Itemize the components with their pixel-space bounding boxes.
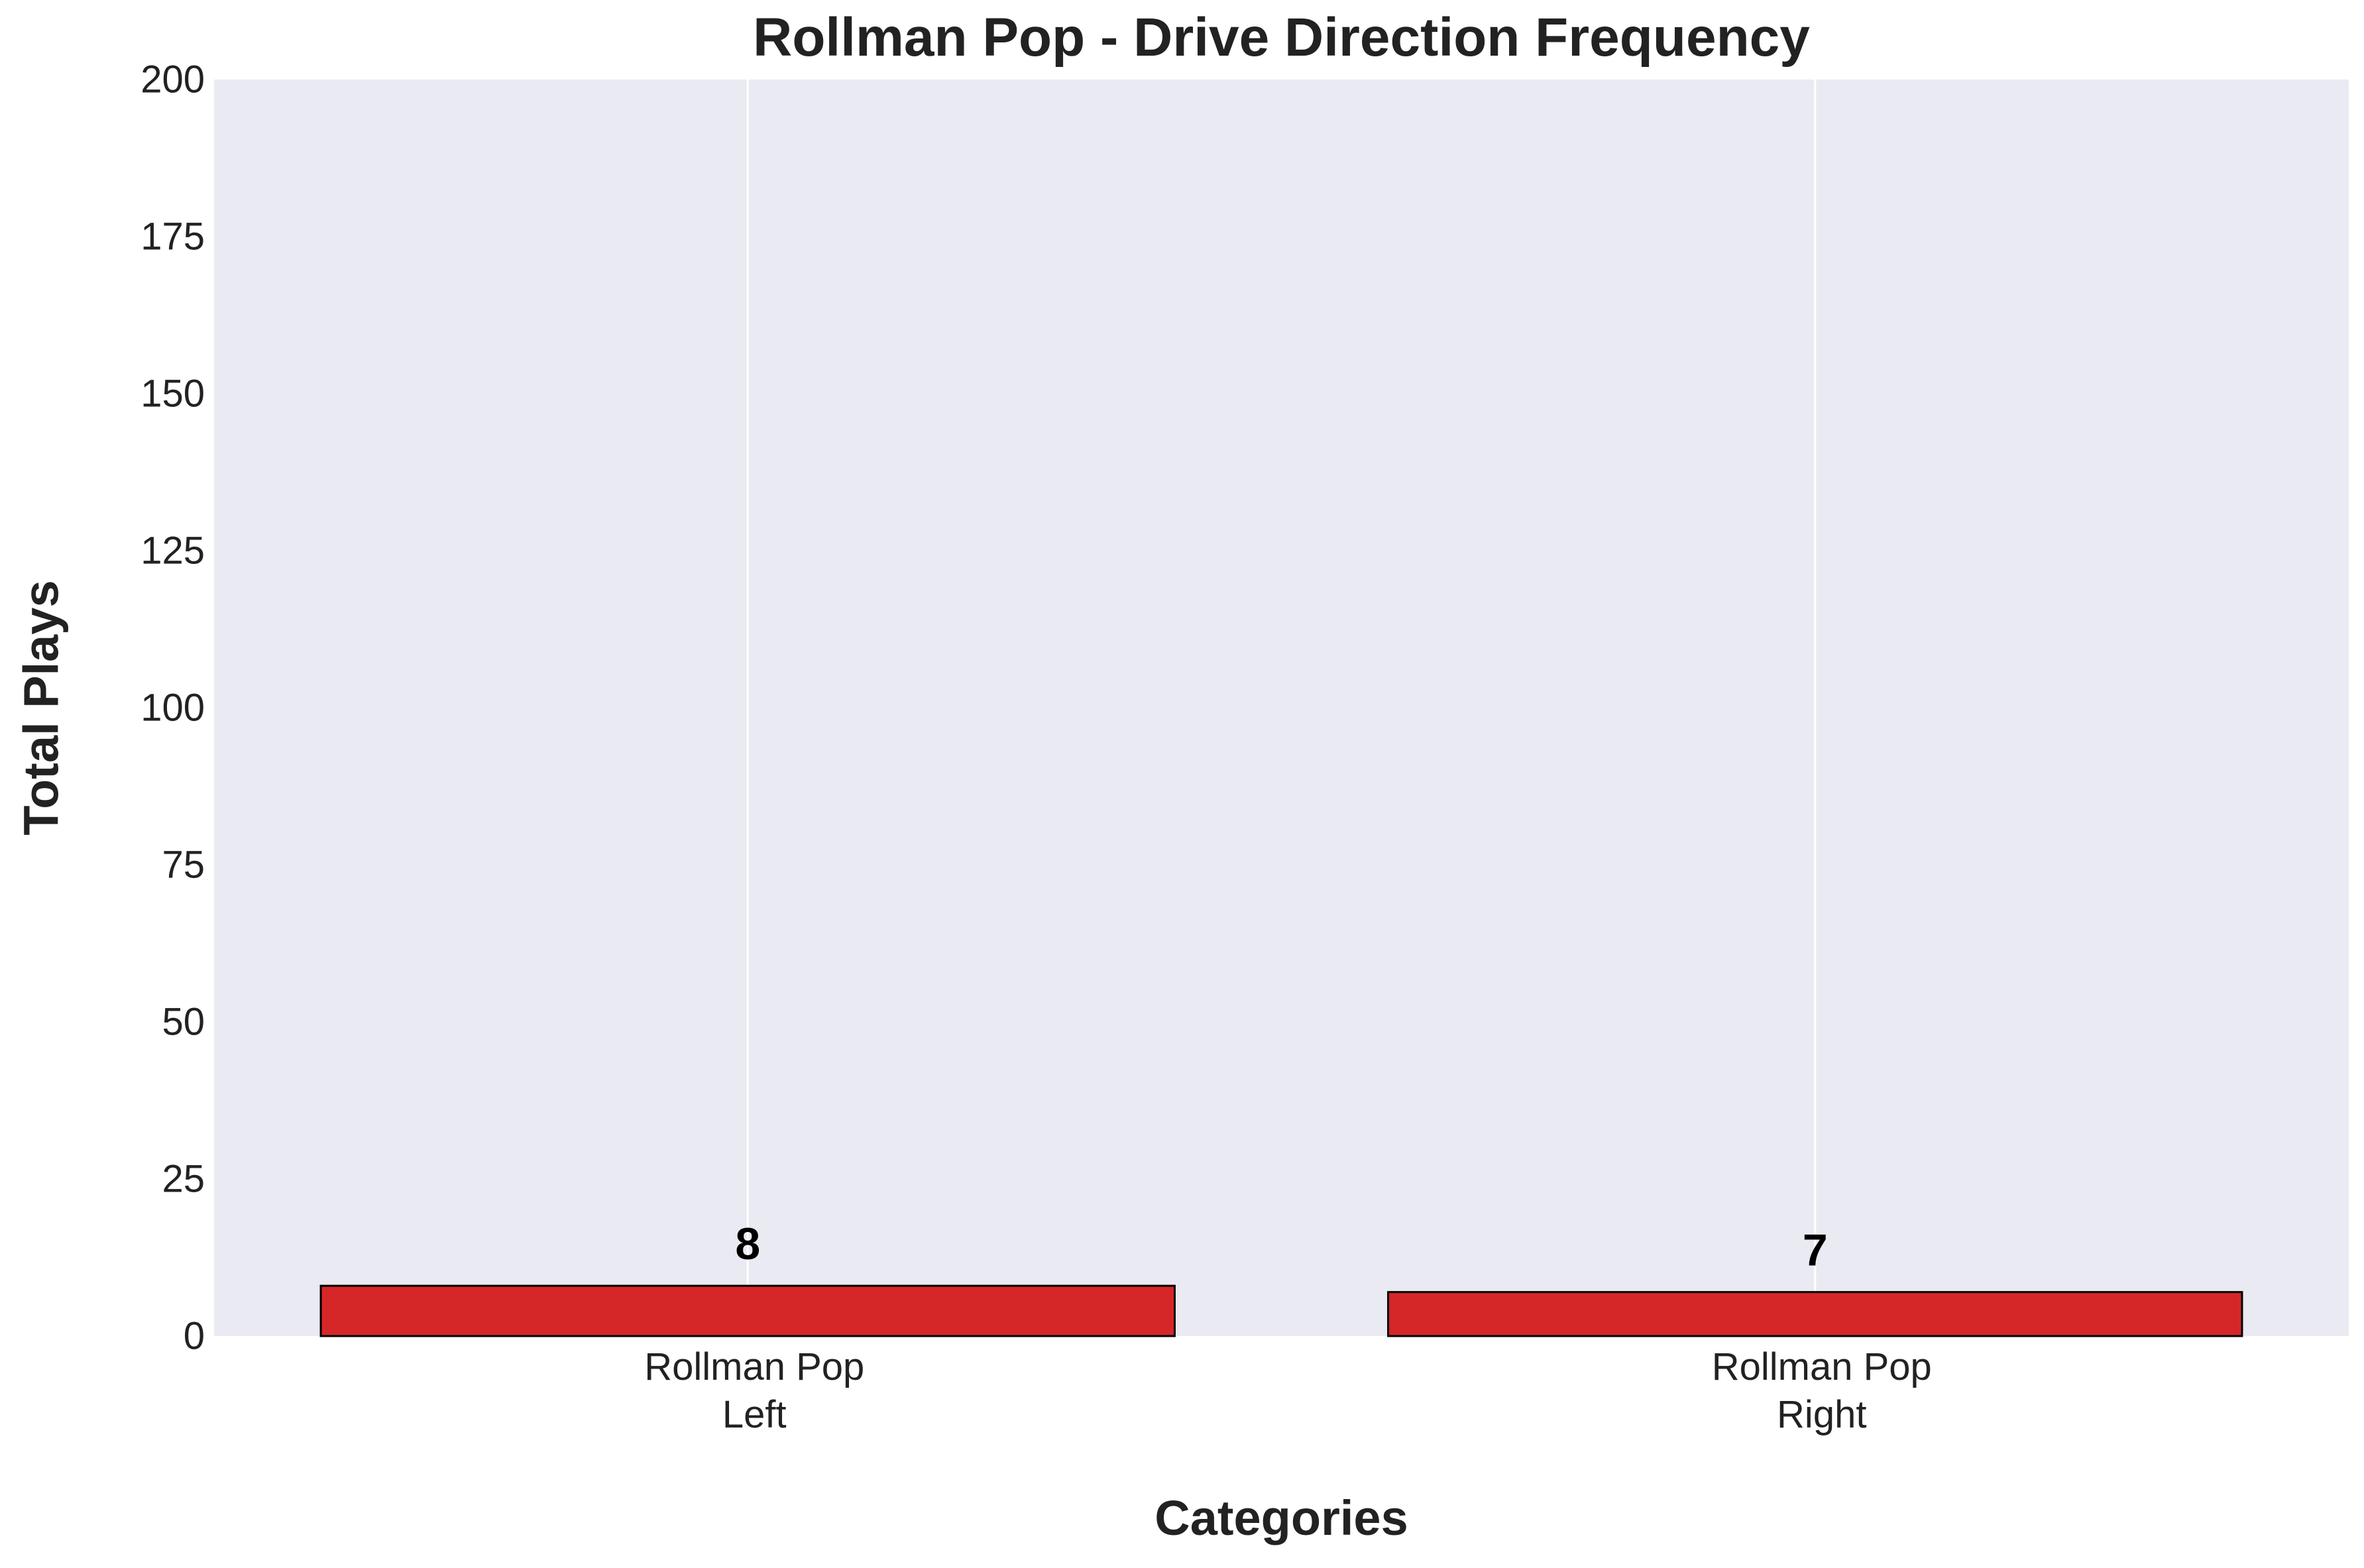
plot-area [214,80,2349,1336]
y-tick-label: 0 [184,1315,205,1358]
x-tick-label: Rollman Pop Left [644,1345,864,1436]
x-axis-title: Categories [1154,1490,1408,1545]
x-tick-label-line: Rollman Pop [644,1345,864,1388]
chart-title: Rollman Pop - Drive Direction Frequency [753,7,1810,68]
data-label: 8 [735,1219,760,1269]
x-tick-label-line: Rollman Pop [1712,1345,1932,1388]
x-tick-label: Rollman Pop Right [1712,1345,1932,1436]
x-tick-label-line: Right [1777,1393,1866,1436]
y-axis-ticks: 0 25 50 75 100 125 150 175 200 [141,58,205,1358]
bar-layer [319,1284,2243,1337]
y-tick-label: 25 [162,1158,205,1201]
y-tick-label: 150 [141,372,205,416]
y-tick-label: 100 [141,687,205,730]
y-tick-label: 75 [162,844,205,887]
y-tick-label: 175 [141,215,205,258]
y-tick-label: 50 [162,1001,205,1044]
bar [1387,1291,2243,1337]
x-tick-label-line: Left [722,1393,787,1436]
y-tick-label: 125 [141,530,205,573]
y-tick-label: 200 [141,58,205,101]
grid-layer [746,80,1817,1336]
bar [319,1284,1176,1337]
y-axis-title: Total Plays [14,580,69,835]
data-label: 7 [1803,1225,1828,1276]
x-axis-ticks: Rollman Pop Left Rollman Pop Right [644,1345,1932,1436]
